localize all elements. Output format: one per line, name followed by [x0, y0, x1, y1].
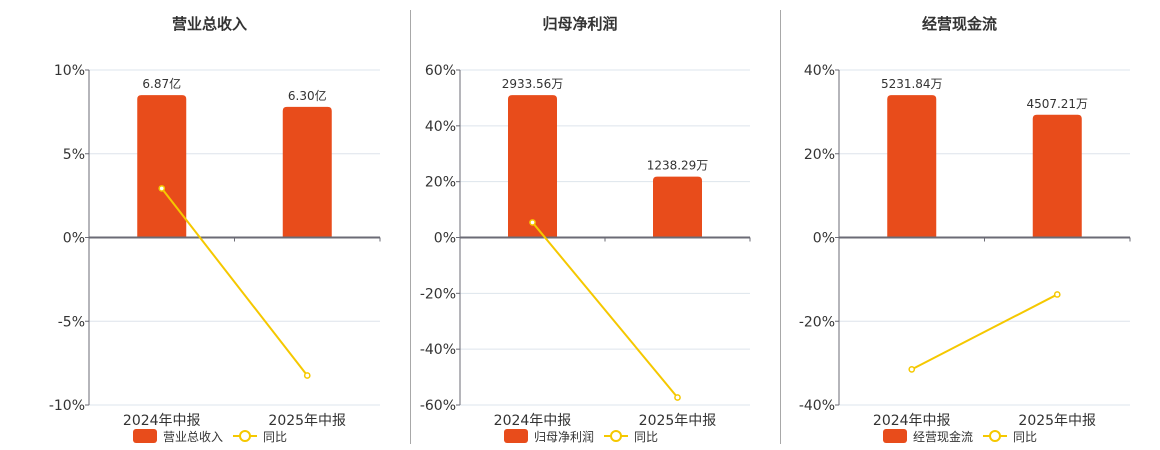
x-category-label: 2024年中报	[873, 413, 951, 429]
yoy-line	[531, 221, 679, 399]
yoy-point[interactable]	[674, 394, 681, 401]
legend: 归母净利润 同比	[504, 429, 658, 444]
bar-value-label: 6.87亿	[142, 76, 181, 91]
bar-value-label: 2933.56万	[502, 77, 564, 91]
yoy-point[interactable]	[1053, 291, 1061, 298]
x-category-label: 2025年中报	[639, 413, 717, 429]
y-tick-label: 20%	[425, 175, 456, 191]
legend-line-label[interactable]: 同比	[634, 430, 658, 444]
bar-value-label: 4507.21万	[1026, 97, 1088, 111]
legend-bar-swatch-icon	[133, 429, 157, 443]
legend-line-label[interactable]: 同比	[1013, 430, 1037, 444]
yoy-line	[911, 293, 1058, 371]
bar[interactable]	[282, 106, 332, 238]
chart-title: 经营现金流	[922, 15, 997, 33]
y-tick-label: 10%	[54, 63, 85, 79]
chart-panel-1: 营业总收入 10% 5% 0% -5% -10% 6.87亿 6.30亿 2024年中报 2025…	[49, 15, 381, 444]
legend-line-label[interactable]: 同比	[263, 430, 287, 444]
legend-bar-swatch-icon	[883, 429, 907, 443]
x-category-label: 2025年中报	[268, 413, 346, 429]
legend-bar-label[interactable]: 经营现金流	[913, 429, 973, 444]
legend: 经营现金流 同比	[883, 429, 1037, 444]
legend-bar-label[interactable]: 归母净利润	[534, 430, 594, 444]
chart-title: 营业总收入	[172, 15, 247, 33]
legend: 营业总收入 同比	[133, 429, 287, 444]
y-tick-label: 5%	[63, 147, 85, 163]
x-category-label: 2024年中报	[123, 413, 201, 429]
y-tick-label: -40%	[420, 342, 456, 358]
yoy-point[interactable]	[908, 366, 916, 373]
bar[interactable]	[653, 176, 702, 238]
legend-bar-swatch-icon	[504, 429, 528, 443]
yoy-point[interactable]	[303, 372, 311, 379]
bar[interactable]	[1032, 114, 1082, 238]
panel-divider	[410, 10, 411, 444]
chart-panel-2: 归母净利润 60% 40% 20% 0% -20% -40% -60% 2933.56万 1238…	[420, 15, 751, 444]
legend-bar-label[interactable]: 营业总收入	[163, 430, 223, 444]
panel-divider	[780, 10, 781, 444]
y-tick-label: 0%	[63, 231, 85, 247]
y-tick-label: -20%	[420, 286, 456, 302]
bar[interactable]	[887, 95, 937, 238]
x-category-label: 2024年中报	[494, 413, 572, 429]
chart-title: 归母净利润	[542, 15, 617, 33]
bar-value-label: 6.30亿	[288, 88, 327, 103]
y-tick-label: 40%	[804, 63, 835, 79]
yoy-point[interactable]	[529, 219, 536, 226]
bar-value-label: 1238.29万	[647, 159, 709, 173]
y-tick-label: -20%	[799, 314, 835, 330]
bar[interactable]	[137, 95, 187, 238]
chart-panel-3: 经营现金流 40% 20% 0% -20% -40% 5231.84万 4507.21万 202…	[799, 15, 1131, 444]
yoy-point[interactable]	[158, 185, 166, 192]
y-tick-label: -40%	[799, 398, 835, 414]
x-category-label: 2025年中报	[1018, 413, 1096, 429]
y-tick-label: -10%	[49, 398, 85, 414]
y-tick-label: 40%	[425, 119, 456, 135]
y-tick-label: 20%	[804, 147, 835, 163]
y-tick-label: 60%	[425, 63, 456, 79]
y-tick-label: -5%	[58, 314, 85, 330]
y-tick-label: -60%	[420, 398, 456, 414]
y-tick-label: 0%	[434, 231, 456, 247]
bar-value-label: 5231.84万	[881, 77, 943, 91]
yoy-line	[160, 187, 309, 377]
y-tick-label: 0%	[813, 231, 835, 247]
bar[interactable]	[508, 95, 557, 238]
